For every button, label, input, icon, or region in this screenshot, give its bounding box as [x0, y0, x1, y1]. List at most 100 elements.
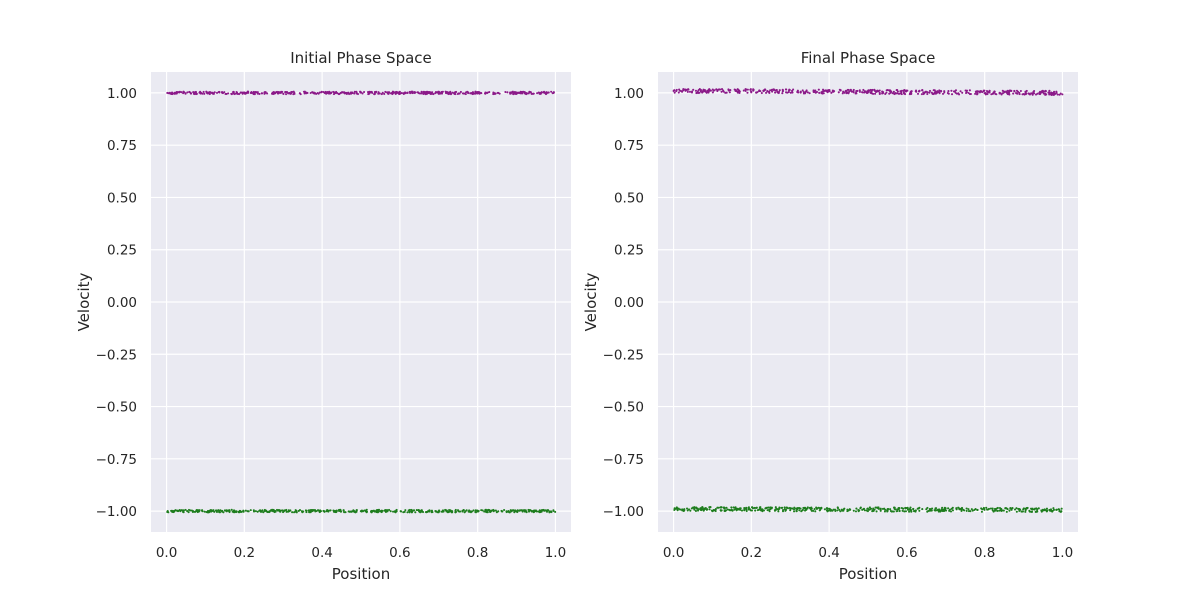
scatter-point [422, 91, 425, 94]
scatter-point [799, 90, 802, 93]
scatter-point [432, 93, 435, 96]
scatter-point [778, 506, 781, 509]
y-tick-label: 0.75 [614, 138, 644, 154]
series-negative-beam [673, 506, 1063, 513]
scatter-point [272, 91, 275, 94]
scatter-point [974, 507, 977, 511]
scatter-point [329, 509, 332, 512]
scatter-point [430, 92, 433, 95]
scatter-point [258, 92, 261, 95]
scatter-point [532, 92, 535, 95]
scatter-point [897, 92, 900, 95]
scatter-point [844, 89, 848, 92]
scatter-point [746, 88, 749, 91]
scatter-point [192, 91, 195, 94]
scatter-point [464, 510, 467, 513]
scatter-point [676, 509, 679, 512]
scatter-point [353, 510, 357, 514]
scatter-point [203, 510, 206, 513]
x-tick-label: 0.2 [741, 545, 762, 561]
scatter-point [389, 510, 392, 513]
scatter-point [1044, 93, 1047, 96]
scatter-point [896, 88, 899, 92]
scatter-point [434, 509, 437, 513]
scatter-point [903, 510, 906, 513]
scatter-point [322, 91, 325, 94]
series-positive-beam [166, 90, 555, 96]
scatter-point [377, 508, 381, 511]
scatter-point [764, 507, 767, 510]
scatter-point [1005, 510, 1008, 513]
scatter-point [1002, 509, 1005, 512]
scatter-point [355, 509, 358, 512]
scatter-point [840, 508, 843, 511]
y-tick-label: 0.50 [614, 190, 644, 206]
y-tick-label: 0.00 [614, 295, 644, 311]
scatter-point [298, 92, 301, 95]
scatter-point [981, 508, 984, 511]
scatter-point [1028, 92, 1031, 95]
scatter-point [281, 509, 284, 512]
scatter-point [192, 510, 195, 513]
scatter-point [516, 91, 519, 94]
scatter-point [183, 91, 186, 94]
scatter-point [377, 92, 380, 95]
scatter-point [868, 506, 871, 509]
scatter-point [256, 92, 259, 95]
series-positive-beam [672, 87, 1064, 96]
y-tick-label: 1.00 [107, 86, 137, 102]
scatter-point [454, 93, 457, 96]
scatter-point [827, 509, 830, 512]
scatter-point [861, 508, 864, 511]
scatter-point [686, 509, 689, 512]
scatter-point [965, 507, 968, 510]
scatter-point [1028, 510, 1031, 513]
scatter-point [387, 92, 390, 95]
scatter-point [187, 511, 190, 514]
scatter-point [425, 92, 428, 95]
scatter-point [307, 509, 310, 512]
x-tick-label: 0.0 [156, 545, 177, 561]
scatter-point [227, 509, 230, 512]
scatter-point [746, 91, 749, 94]
scatter-point [896, 508, 899, 511]
scatter-point [778, 89, 781, 92]
scatter-point [186, 510, 189, 513]
scatter-point [168, 91, 171, 94]
scatter-point [863, 509, 866, 512]
scatter-point [524, 92, 527, 95]
scatter-point [894, 92, 897, 95]
scatter-point [436, 511, 439, 514]
scatter-point [730, 508, 733, 511]
scatter-point [796, 506, 800, 510]
scatter-point [767, 506, 770, 509]
scatter-point [472, 509, 475, 512]
scatter-point [1050, 509, 1053, 512]
scatter-point [743, 509, 746, 512]
scatter-point [795, 507, 798, 510]
scatter-point [924, 91, 927, 94]
y-tick-label: −0.25 [603, 347, 644, 363]
scatter-point [395, 509, 398, 512]
scatter-point [943, 91, 946, 94]
scatter-point [926, 92, 929, 96]
scatter-point [955, 508, 958, 511]
scatter-point [861, 91, 864, 94]
scatter-point [982, 506, 985, 510]
scatter-point [284, 91, 287, 94]
scatter-point [1052, 93, 1055, 96]
scatter-point [836, 506, 839, 509]
scatter-point [781, 92, 784, 95]
scatter-point [404, 509, 407, 512]
scatter-point [732, 506, 735, 509]
scatter-point [1040, 510, 1043, 513]
y-tick-label: 0.50 [107, 190, 137, 206]
scatter-point [470, 510, 474, 513]
scatter-point [246, 90, 250, 93]
scatter-point [810, 507, 813, 510]
scatter-point [959, 90, 962, 93]
y-tick-label: −0.75 [96, 452, 137, 468]
scatter-point [271, 510, 275, 513]
scatter-point [964, 89, 967, 92]
scatter-point [276, 509, 279, 512]
